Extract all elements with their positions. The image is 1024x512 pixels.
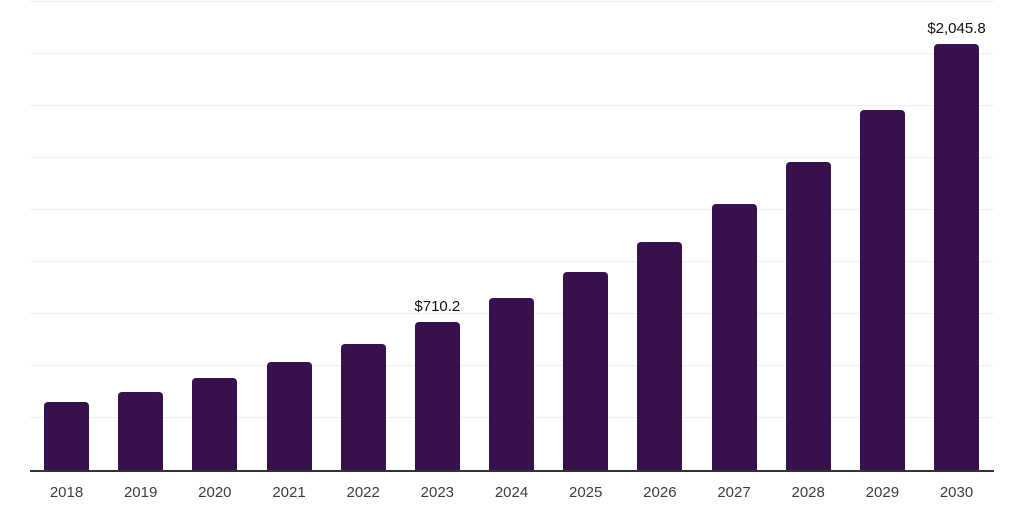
- gridline: [30, 105, 994, 106]
- bar-2023: [414, 322, 460, 470]
- gridline: [30, 1, 994, 2]
- x-tick-label-2024: 2024: [494, 484, 529, 501]
- x-tick-label-2021: 2021: [272, 484, 306, 501]
- bar-2028: [785, 161, 831, 470]
- bar-2029: [859, 109, 905, 470]
- bar-2025: [563, 272, 609, 470]
- bar-2030: [934, 44, 980, 470]
- value-label-2030: $2,045.8: [927, 20, 986, 38]
- bar-2024: [489, 297, 535, 470]
- x-tick-label-2023: 2023: [420, 484, 455, 501]
- value-label-2023: $710.2: [414, 298, 461, 316]
- x-tick-label-2020: 2020: [198, 484, 232, 501]
- gridline: [30, 209, 994, 210]
- bar-2022: [340, 344, 386, 470]
- plot-area: $710.2 $2,045.8: [30, 1, 994, 472]
- x-axis-labels: 2018 2019 2020 2021 2022 2023 2024 2025 2026 2027…: [30, 484, 994, 504]
- x-tick-label-2026: 2026: [643, 484, 677, 501]
- bar-2021: [266, 361, 312, 470]
- x-tick-label-2028: 2028: [791, 484, 825, 501]
- x-tick-label-2018: 2018: [49, 484, 84, 501]
- bar-2018: [44, 401, 89, 470]
- x-tick-label-2022: 2022: [346, 484, 380, 501]
- bar-2027: [711, 204, 757, 470]
- x-axis-line: [30, 470, 994, 472]
- gridline: [30, 261, 994, 262]
- x-tick-label-2025: 2025: [569, 484, 603, 501]
- bar-2020: [192, 378, 238, 470]
- gridline: [30, 53, 994, 54]
- x-tick-label-2027: 2027: [717, 484, 751, 501]
- x-tick-label-2030: 2030: [939, 484, 974, 501]
- x-tick-label-2019: 2019: [123, 484, 158, 501]
- gridline: [30, 157, 994, 158]
- x-tick-label-2029: 2029: [865, 484, 900, 501]
- bar-2019: [118, 391, 164, 470]
- bar-2026: [637, 242, 683, 470]
